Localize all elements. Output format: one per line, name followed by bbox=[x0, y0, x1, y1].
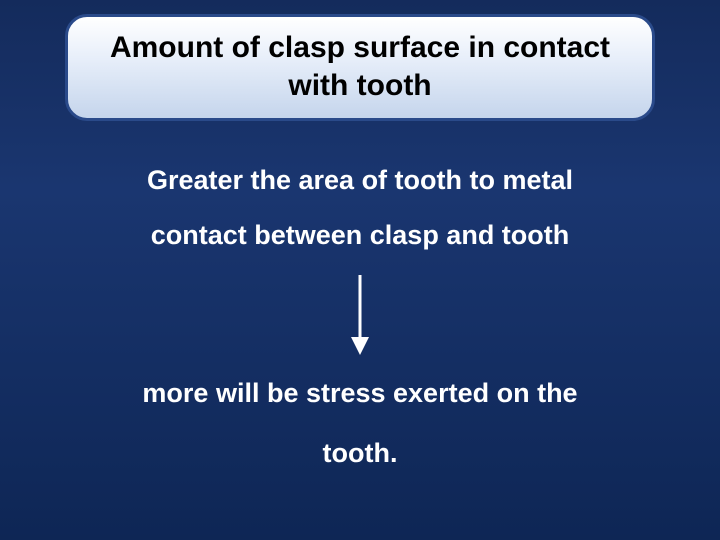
body-line-3: more will be stress exerted on the bbox=[0, 378, 720, 409]
body-line-4: tooth. bbox=[0, 438, 720, 469]
body-line-2: contact between clasp and tooth bbox=[0, 220, 720, 251]
slide-title: Amount of clasp surface in contact with … bbox=[88, 29, 632, 104]
body-line-1: Greater the area of tooth to metal bbox=[0, 165, 720, 196]
down-arrow-icon bbox=[348, 275, 372, 360]
body-content-top: Greater the area of tooth to metal conta… bbox=[0, 165, 720, 251]
title-box: Amount of clasp surface in contact with … bbox=[65, 14, 655, 121]
